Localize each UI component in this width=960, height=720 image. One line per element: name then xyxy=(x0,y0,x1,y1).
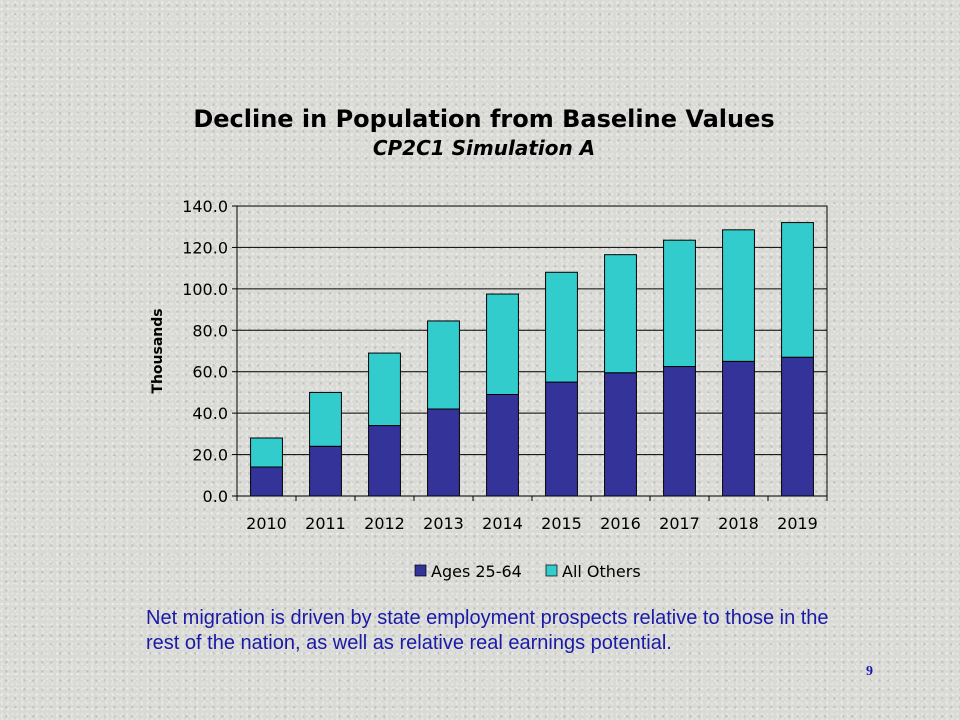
bar-ages-25-64-2014 xyxy=(486,394,519,497)
y-axis-ticks: 0.0 20.0 40.0 60.0 80.0 100.0 120.0 140.0 xyxy=(182,197,237,506)
legend-label-all-others: All Others xyxy=(562,562,641,581)
legend: Ages 25-64 All Others xyxy=(414,562,641,581)
chart-title: Decline in Population from Baseline Valu… xyxy=(193,105,774,133)
bar-ages-25-64-2012 xyxy=(368,425,401,497)
bar-all-others-2019 xyxy=(781,222,814,358)
x-tick-label: 2016 xyxy=(600,514,641,533)
x-tick-label: 2019 xyxy=(777,514,818,533)
y-tick-label: 120.0 xyxy=(182,238,228,257)
bar-ages-25-64-2017 xyxy=(663,366,696,497)
x-tick-label: 2015 xyxy=(541,514,582,533)
bar-all-others-2013 xyxy=(427,320,460,410)
bars xyxy=(250,222,814,497)
y-tick-label: 80.0 xyxy=(192,321,228,340)
x-axis-ticks: 2010 2011 2012 2013 2014 2015 2016 2017 2018 2019 xyxy=(236,496,828,533)
bar-all-others-2018 xyxy=(722,229,755,362)
legend-swatch-all-others xyxy=(545,564,558,577)
bar-all-others-2012 xyxy=(368,352,401,427)
bar-all-others-2016 xyxy=(604,254,637,374)
bar-all-others-2014 xyxy=(486,293,519,395)
y-tick-label: 140.0 xyxy=(182,197,228,216)
chart-subtitle: CP2C1 Simulation A xyxy=(373,136,595,160)
y-tick-label: 20.0 xyxy=(192,446,228,465)
legend-label-ages-25-64: Ages 25-64 xyxy=(431,562,522,581)
y-axis-label: Thousands xyxy=(150,308,166,393)
x-tick-label: 2013 xyxy=(423,514,464,533)
bar-ages-25-64-2011 xyxy=(309,445,342,497)
bar-ages-25-64-2015 xyxy=(545,381,578,497)
x-tick-label: 2017 xyxy=(659,514,700,533)
x-tick-label: 2010 xyxy=(246,514,287,533)
y-tick-label: 0.0 xyxy=(203,487,228,506)
legend-swatch-ages-25-64 xyxy=(414,564,427,577)
bar-all-others-2015 xyxy=(545,271,578,383)
bar-all-others-2010 xyxy=(250,437,283,468)
x-tick-label: 2014 xyxy=(482,514,523,533)
y-tick-label: 40.0 xyxy=(192,404,228,423)
x-tick-label: 2012 xyxy=(364,514,405,533)
x-tick-label: 2011 xyxy=(305,514,346,533)
slide-caption: Net migration is driven by state employm… xyxy=(146,607,829,654)
page-number: 9 xyxy=(866,664,873,679)
bar-ages-25-64-2010 xyxy=(250,466,283,497)
y-tick-label: 60.0 xyxy=(192,363,228,382)
bar-ages-25-64-2016 xyxy=(604,372,637,497)
x-tick-label: 2018 xyxy=(718,514,759,533)
y-tick-label: 100.0 xyxy=(182,280,228,299)
bar-all-others-2017 xyxy=(663,239,696,368)
bar-all-others-2011 xyxy=(309,391,342,447)
bar-ages-25-64-2019 xyxy=(781,356,814,497)
bar-ages-25-64-2018 xyxy=(722,360,755,497)
bar-ages-25-64-2013 xyxy=(427,408,460,497)
